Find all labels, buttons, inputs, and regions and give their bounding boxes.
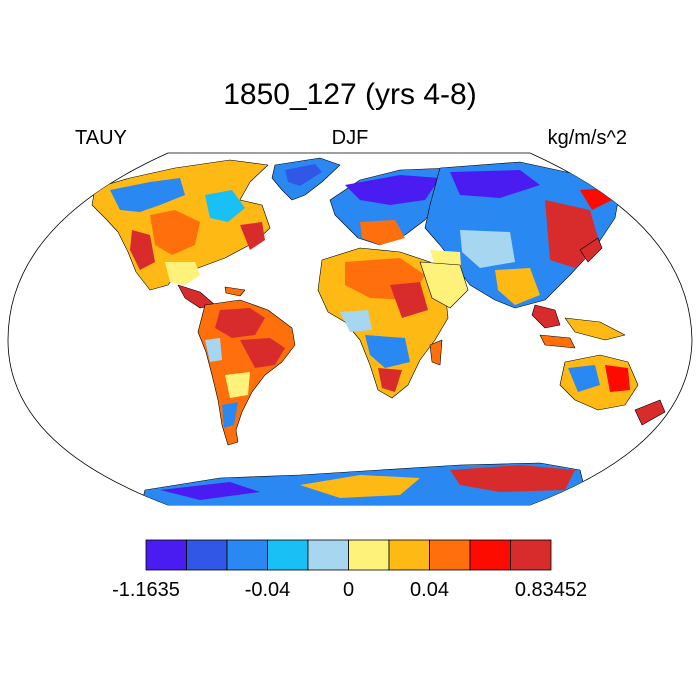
africa [317,247,449,399]
colorbar-swatch [388,539,430,571]
southeast-asia [531,237,626,349]
colorbar-swatch [267,539,309,571]
asia [424,161,621,309]
units-label: kg/m/s^2 [547,127,627,149]
north-america [91,159,271,309]
colorbar-swatch [348,539,390,571]
colorbar-swatch [429,539,471,571]
colorbar-swatch [186,539,228,571]
variable-label: TAUY [75,127,127,149]
plot-title: 1850_127 (yrs 4-8) [223,78,477,111]
colorbar-swatch [307,539,349,571]
colorbar-tick-label: -0.04 [245,579,291,601]
greenland [271,157,341,201]
colorbar-tick-label: 0.04 [410,579,449,601]
colorbar-swatch [469,539,511,571]
colorbar-swatch [510,539,552,571]
south-america [197,299,296,446]
colorbar-tick-label: -1.1635 [112,579,180,601]
colorbar-tick-label: 0.83452 [515,579,587,601]
colorbar-swatch [226,539,268,571]
colorbar-tick-label: 0 [343,579,354,601]
season-label: DJF [331,127,369,149]
arabia [419,261,469,309]
colorbar-swatch [145,539,187,571]
australia [559,354,666,426]
antarctica [139,462,591,505]
europe [329,167,471,246]
